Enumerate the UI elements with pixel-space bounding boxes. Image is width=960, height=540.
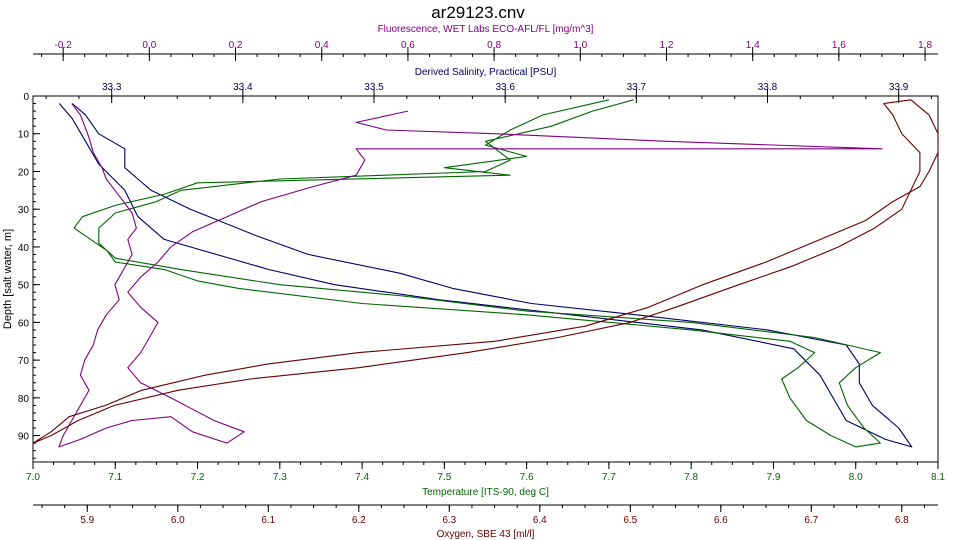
x-tick-label-temperature: 7.3 xyxy=(273,472,287,483)
x-tick-label-fluorescence: 1.0 xyxy=(573,40,587,51)
x-tick-label-fluorescence: -0.2 xyxy=(55,40,73,51)
series-layer xyxy=(32,99,939,448)
x-tick-label-oxygen: 6.4 xyxy=(533,515,547,526)
x-tick-label-temperature: 8.1 xyxy=(931,472,945,483)
axes-layer: -0.2 0.0 0.2 0.4 0.6 0.8 1.0 1.2 1.4 1.6 1.8 Fluore… xyxy=(2,24,945,540)
x-tick-label-oxygen: 6.8 xyxy=(895,515,909,526)
x-tick-label-temperature: 7.8 xyxy=(684,472,698,483)
x-tick-label-oxygen: 6.7 xyxy=(804,515,818,526)
plot-area xyxy=(32,95,939,463)
x-tick-label-fluorescence: 1.4 xyxy=(746,40,760,51)
x-tick-label-salinity: 33.5 xyxy=(364,82,384,93)
y-axis-label: Depth [salt water, m] xyxy=(2,229,14,329)
x-tick-label-salinity: 33.9 xyxy=(889,82,909,93)
x-tick-label-salinity: 33.3 xyxy=(102,82,122,93)
x-tick-label-temperature: 7.9 xyxy=(767,472,781,483)
x-tick-label-temperature: 7.1 xyxy=(108,472,122,483)
series-line-temperature xyxy=(73,99,881,448)
x-tick-label-temperature: 7.2 xyxy=(191,472,205,483)
y-tick-label: 40 xyxy=(18,243,30,254)
y-tick-label: 90 xyxy=(18,432,30,443)
x-tick-label-temperature: 7.4 xyxy=(355,472,369,483)
x-tick-label-temperature: 8.0 xyxy=(849,472,863,483)
y-tick-label: 80 xyxy=(18,394,30,405)
series-line-salinity xyxy=(58,103,913,448)
series-line-oxygen xyxy=(32,99,939,444)
x-tick-label-oxygen: 6.2 xyxy=(352,515,366,526)
y-tick-label: 10 xyxy=(18,130,30,141)
x-tick-label-fluorescence: 0.6 xyxy=(401,40,415,51)
x-tick-label-oxygen: 6.6 xyxy=(714,515,728,526)
chart-title: ar29123.cnv xyxy=(431,3,525,22)
y-tick-label: 60 xyxy=(18,318,30,329)
x-tick-label-temperature: 7.0 xyxy=(26,472,40,483)
x-tick-label-fluorescence: 1.6 xyxy=(832,40,846,51)
x-tick-label-salinity: 33.8 xyxy=(758,82,778,93)
x-tick-label-temperature: 7.7 xyxy=(602,472,616,483)
x-tick-label-oxygen: 5.9 xyxy=(80,515,94,526)
series-line-fluorescence xyxy=(58,103,883,448)
x-tick-label-oxygen: 6.1 xyxy=(261,515,275,526)
x-tick-label-salinity: 33.6 xyxy=(495,82,515,93)
x-tick-label-fluorescence: 1.2 xyxy=(660,40,674,51)
x-tick-label-temperature: 7.6 xyxy=(520,472,534,483)
x-tick-label-oxygen: 6.5 xyxy=(623,515,637,526)
y-tick-label: 50 xyxy=(18,281,30,292)
y-tick-label: 30 xyxy=(18,205,30,216)
x-tick-label-oxygen: 6.3 xyxy=(442,515,456,526)
x-tick-label-salinity: 33.7 xyxy=(627,82,647,93)
x-tick-label-salinity: 33.4 xyxy=(233,82,253,93)
y-tick-label: 0 xyxy=(23,92,29,103)
x-axis-label-oxygen: Oxygen, SBE 43 [ml/l] xyxy=(437,529,535,540)
x-axis-label-temperature: Temperature [ITS-90, deg C] xyxy=(422,487,549,498)
x-tick-label-fluorescence: 1.8 xyxy=(918,40,932,51)
x-tick-label-fluorescence: 0.2 xyxy=(229,40,243,51)
y-tick-label: 70 xyxy=(18,356,30,367)
x-tick-label-oxygen: 6.0 xyxy=(171,515,185,526)
x-tick-label-fluorescence: 0.4 xyxy=(315,40,329,51)
x-tick-label-temperature: 7.5 xyxy=(437,472,451,483)
x-tick-label-fluorescence: 0.8 xyxy=(487,40,501,51)
y-tick-label: 20 xyxy=(18,167,30,178)
x-axis-label-salinity: Derived Salinity, Practical [PSU] xyxy=(415,67,557,78)
x-tick-label-fluorescence: 0.0 xyxy=(142,40,156,51)
x-axis-label-fluorescence: Fluorescence, WET Labs ECO-AFL/FL [mg/m^… xyxy=(378,24,594,35)
